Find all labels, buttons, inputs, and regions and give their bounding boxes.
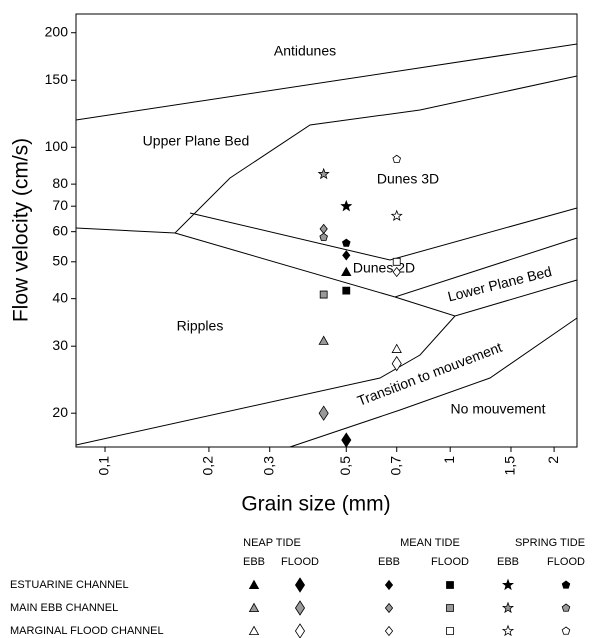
legend-marker <box>561 580 571 589</box>
x-tick-label: 1,5 <box>502 456 518 476</box>
marker <box>342 286 351 295</box>
legend-phase: FLOOD <box>547 556 585 568</box>
x-tick-label: 0,3 <box>260 456 276 476</box>
y-tick-label: 40 <box>52 289 68 305</box>
region-label: Upper Plane Bed <box>143 133 250 149</box>
legend-marker <box>561 603 571 612</box>
region-label: Antidunes <box>274 43 336 59</box>
x-tick-label: 0,7 <box>387 456 403 476</box>
legend-marker <box>248 625 260 635</box>
y-tick-label: 20 <box>52 404 68 420</box>
region-label: Dunes 2D <box>353 260 415 276</box>
y-tick-label: 50 <box>52 252 68 268</box>
y-tick-label: 100 <box>45 138 69 154</box>
legend-marker <box>248 579 260 589</box>
legend-marker <box>384 579 394 591</box>
region-label: Lower Plane Bed <box>446 263 553 304</box>
legend-phase: FLOOD <box>281 556 319 568</box>
marker <box>318 405 329 421</box>
marker <box>391 343 402 353</box>
y-axis-label: Flow velocity (cm/s) <box>10 138 33 322</box>
y-tick-label: 60 <box>52 222 68 238</box>
x-tick-label: 2 <box>545 456 561 464</box>
marker <box>342 250 351 261</box>
marker <box>319 232 328 241</box>
y-tick-label: 80 <box>52 175 68 191</box>
x-axis-label: Grain size (mm) <box>241 493 390 516</box>
region-label: No mouvement <box>451 401 546 417</box>
regime-boundaries <box>75 43 578 448</box>
legend-marker <box>294 600 306 616</box>
legend-phase: EBB <box>378 556 400 568</box>
legend-marker <box>384 602 394 614</box>
y-tick-label: 200 <box>45 23 69 39</box>
y-tick-label: 30 <box>52 337 68 353</box>
marker <box>341 266 352 277</box>
region-label: Transition to mouvement <box>355 339 504 409</box>
legend-group: NEAP TIDE <box>243 537 301 549</box>
x-tick-label: 0,5 <box>337 456 353 476</box>
legend-phase: EBB <box>243 556 265 568</box>
legend-group: SPRING TIDE <box>515 537 585 549</box>
legend-marker <box>561 626 571 635</box>
legend-marker <box>446 627 454 635</box>
legend-marker <box>294 577 306 593</box>
marker <box>391 355 402 372</box>
marker <box>318 335 329 345</box>
marker <box>319 290 328 299</box>
legend-marker <box>501 601 515 614</box>
y-tick-label: 70 <box>52 197 68 213</box>
region-label: Dunes 3D <box>377 171 439 187</box>
marker <box>341 432 352 448</box>
marker <box>342 238 351 247</box>
marker <box>340 199 353 212</box>
marker <box>319 223 328 235</box>
x-tick-label: 1 <box>441 456 457 464</box>
legend-marker <box>501 624 515 637</box>
plot-frame <box>75 13 578 448</box>
legend-marker <box>248 602 260 612</box>
legend-label: ESTUARINE CHANNEL <box>10 579 129 591</box>
marker <box>392 257 401 266</box>
marker <box>392 266 401 278</box>
y-tick-label: 150 <box>45 71 69 87</box>
x-tick-label: 0,2 <box>200 456 216 476</box>
legend-marker <box>446 604 454 612</box>
legend-label: MARGINAL FLOOD CHANNEL <box>10 625 164 637</box>
marker <box>390 209 403 222</box>
legend-phase: FLOOD <box>431 556 469 568</box>
legend-group: MEAN TIDE <box>400 537 460 549</box>
region-label: Ripples <box>177 318 224 334</box>
legend-phase: EBB <box>497 556 519 568</box>
marker <box>392 154 402 163</box>
legend-marker <box>294 623 306 638</box>
marker <box>317 167 330 180</box>
legend-marker <box>384 625 394 637</box>
legend-label: MAIN EBB CHANNEL <box>10 602 118 614</box>
x-tick-label: 0,1 <box>96 456 112 476</box>
legend-marker <box>501 578 515 591</box>
legend-marker <box>446 581 454 589</box>
